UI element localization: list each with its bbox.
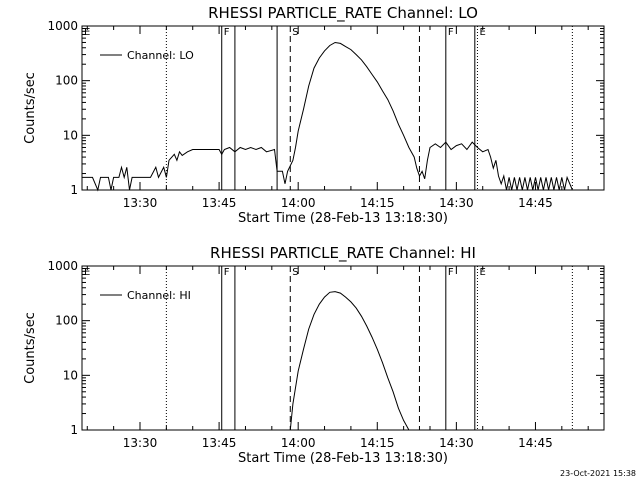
x-tick-label: 14:00: [281, 436, 316, 450]
marker-label: F: [224, 267, 230, 278]
series-line: [289, 291, 410, 431]
x-tick-label: 14:45: [518, 196, 553, 210]
y-tick-label: 100: [55, 314, 78, 328]
plot-frame: [81, 265, 605, 431]
y-axis-label: Counts/sec: [23, 312, 38, 384]
marker-label: E: [479, 27, 485, 38]
x-tick-label: 13:30: [123, 196, 158, 210]
marker-label: F: [224, 27, 230, 38]
x-axis-label: Start Time (28-Feb-13 13:18:30): [238, 451, 448, 466]
y-tick-label: 100: [55, 74, 78, 88]
x-tick-label: 14:45: [518, 436, 553, 450]
marker-label: S: [292, 267, 298, 278]
y-tick-label: 1000: [47, 259, 78, 273]
chart-title: RHESSI PARTICLE_RATE Channel: HI: [210, 244, 476, 263]
footer-timestamp: 23-Oct-2021 15:38: [560, 469, 636, 478]
marker-label: S: [292, 27, 298, 38]
y-axis-label: Counts/sec: [23, 72, 38, 144]
x-axis-label: Start Time (28-Feb-13 13:18:30): [238, 211, 448, 226]
legend-entry: Channel: LO: [127, 49, 194, 62]
plot-frame: [81, 25, 605, 191]
marker-label: E: [84, 27, 90, 38]
marker-label: F: [448, 267, 454, 278]
x-tick-label: 13:30: [123, 436, 158, 450]
chart-panel-hi: RHESSI PARTICLE_RATE Channel: HIE F S F E110…: [23, 244, 605, 466]
y-tick-label: 10: [63, 368, 78, 382]
x-tick-label: 13:45: [202, 436, 237, 450]
legend-entry: Channel: HI: [127, 289, 191, 302]
chart-panel-lo: RHESSI PARTICLE_RATE Channel: LOE F S F E110…: [23, 4, 605, 226]
marker-label: F: [448, 27, 454, 38]
x-tick-label: 14:30: [439, 436, 474, 450]
marker-label: E: [84, 267, 90, 278]
x-tick-label: 14:15: [360, 436, 395, 450]
marker-label: E: [479, 267, 485, 278]
y-tick-label: 1: [70, 423, 78, 437]
y-tick-label: 10: [63, 128, 78, 142]
x-tick-label: 14:15: [360, 196, 395, 210]
x-tick-label: 14:00: [281, 196, 316, 210]
series-line: [82, 41, 573, 192]
x-tick-label: 13:45: [202, 196, 237, 210]
x-tick-label: 14:30: [439, 196, 474, 210]
y-tick-label: 1: [70, 183, 78, 197]
chart-title: RHESSI PARTICLE_RATE Channel: LO: [208, 4, 478, 23]
y-tick-label: 1000: [47, 19, 78, 33]
